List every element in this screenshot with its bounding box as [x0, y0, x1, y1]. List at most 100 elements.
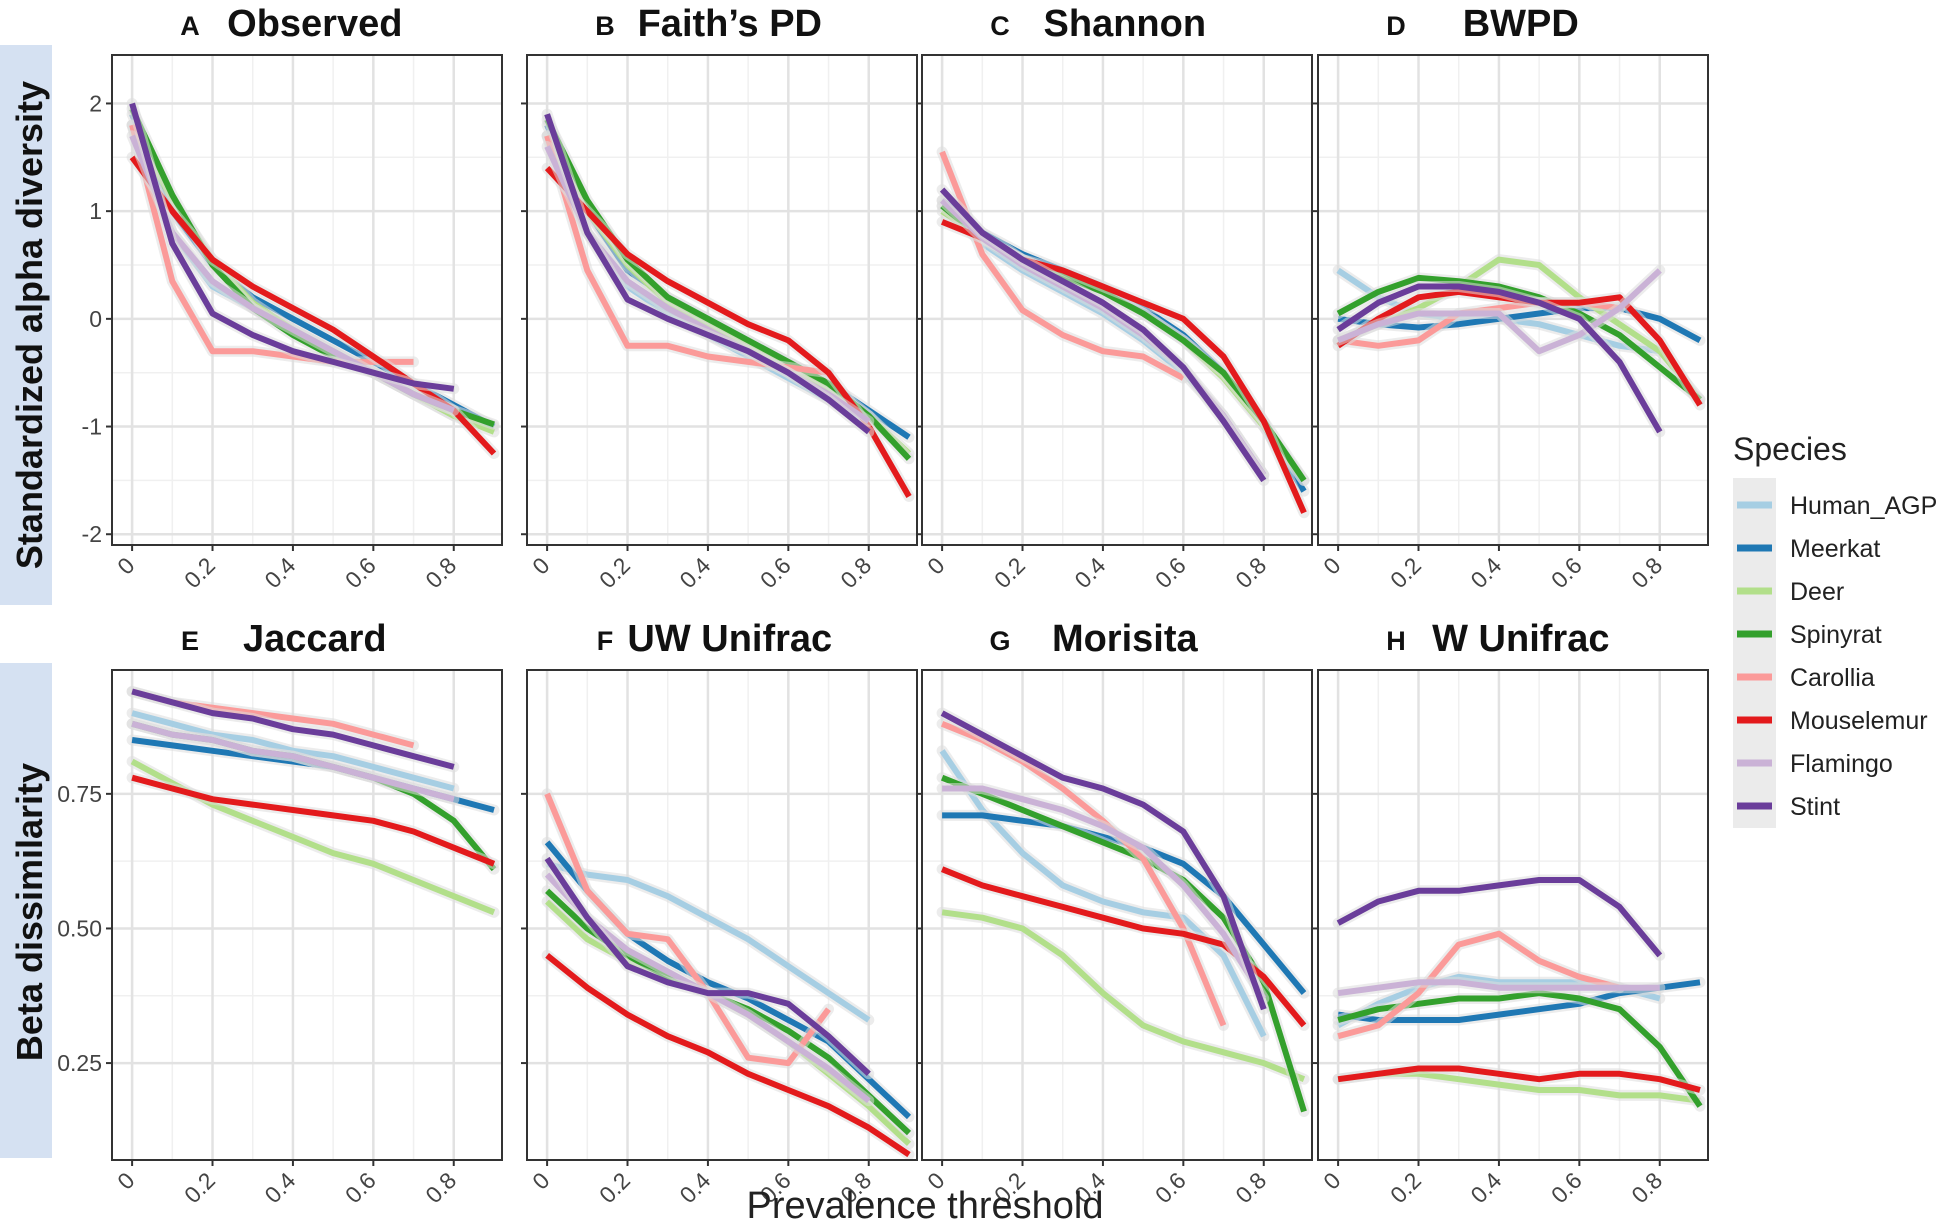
series-line-flamingo — [129, 134, 455, 414]
panel-border — [526, 54, 918, 546]
x-tick-label: 0 — [112, 552, 139, 579]
panel-d-bwpd: D BWPD 0 0.2 0.4 0.6 0.8 — [1312, 3, 1709, 593]
x-tick-label: 0.4 — [259, 1167, 300, 1208]
x-tick-label: 0.6 — [340, 1167, 381, 1208]
series-line-stint — [1336, 877, 1663, 958]
x-tick-label: 0.8 — [420, 1167, 461, 1208]
panel-border — [921, 54, 1313, 546]
x-tick-label: 0 — [1318, 1167, 1345, 1194]
panel-c-shannon: C Shannon 0 0.2 0.4 0.6 0.8 — [916, 3, 1313, 593]
x-axis-label: Prevalence threshold — [747, 1185, 1104, 1224]
row-label-band-alpha — [0, 45, 52, 605]
panel-title: Morisita — [1052, 618, 1199, 660]
x-tick-label: 0.8 — [420, 552, 461, 593]
y-tick-label: 2 — [89, 90, 102, 116]
row-label-beta: Beta dissimilarity — [9, 763, 50, 1061]
series-line-flamingo — [1337, 979, 1660, 997]
panel-b-faith-s-pd: B Faith’s PD 0 0.2 0.4 0.6 0.8 — [521, 3, 918, 593]
series-line-human-agp — [546, 860, 871, 1023]
panel-border — [526, 669, 918, 1161]
panel-border — [1317, 669, 1709, 1161]
panel-title: UW Unifrac — [627, 618, 832, 660]
series-line-stint — [131, 688, 455, 770]
x-tick-label: 0 — [922, 552, 949, 579]
x-tick-label: 0 — [527, 1167, 554, 1194]
y-tick-label: 1 — [89, 198, 102, 224]
row-label-alpha: Standardized alpha diversity — [9, 81, 50, 569]
x-tick-label: 0.4 — [674, 552, 715, 593]
y-tick-label: 0 — [89, 306, 102, 332]
x-tick-label: 0.2 — [594, 1167, 635, 1208]
legend: Species Human_AGP Meerkat Deer Spinyrat Caro… — [1733, 431, 1937, 828]
x-tick-label: 0.2 — [179, 1167, 220, 1208]
x-tick-label: 0.4 — [1465, 1167, 1506, 1208]
panel-e-jaccard: E Jaccard 0.75 0.50 0.25 0 0.2 0.4 0.6 0.8 — [57, 618, 503, 1208]
legend-label-meerkat: Meerkat — [1790, 535, 1880, 563]
panel-title: Shannon — [1044, 3, 1207, 45]
x-tick-label: 0.6 — [1546, 1167, 1587, 1208]
x-tick-label: 0.2 — [989, 552, 1030, 593]
series-line-carollia — [939, 150, 1185, 381]
legend-label-human-agp: Human_AGP — [1790, 492, 1937, 520]
x-tick-label: 0.4 — [1069, 552, 1110, 593]
series-line-stint — [544, 113, 871, 435]
panel-border — [111, 669, 503, 1161]
panel-a-observed: A Observed 2 1 0 -1 -2 0 0.2 0.4 0.6 0.8 — [82, 3, 503, 593]
series-line-stint — [129, 102, 455, 392]
series-line-mouselemur — [1337, 1065, 1701, 1093]
y-tick-label: 0.50 — [57, 915, 102, 941]
y-tick-label: 0.75 — [57, 781, 102, 807]
series-line-carollia — [1337, 930, 1621, 1040]
x-tick-label: 0.4 — [674, 1167, 715, 1208]
x-tick-label: 0.8 — [1626, 552, 1667, 593]
legend-label-carollia: Carollia — [1790, 664, 1875, 692]
panel-letter: G — [989, 626, 1010, 656]
x-tick-label: 0.2 — [594, 552, 635, 593]
series-line-flamingo — [1336, 268, 1662, 355]
series-line-stint — [1336, 283, 1663, 434]
x-tick-label: 0.6 — [1546, 552, 1587, 593]
y-tick-label: 0.25 — [57, 1050, 102, 1076]
series-line-flamingo — [131, 720, 455, 803]
x-tick-label: 0.2 — [1385, 1167, 1426, 1208]
y-tick-label: -1 — [82, 414, 102, 440]
x-tick-label: 0.8 — [1230, 1167, 1271, 1208]
series-line-flamingo — [942, 785, 1267, 1001]
plot-background — [527, 55, 917, 545]
series-line-stint — [940, 710, 1267, 1011]
x-tick-label: 0 — [112, 1167, 139, 1194]
panel-border — [1317, 54, 1709, 546]
x-tick-label: 0.6 — [755, 552, 796, 593]
legend-label-stint: Stint — [1790, 793, 1840, 821]
panel-title: Faith’s PD — [638, 3, 822, 45]
panel-letter: D — [1386, 11, 1406, 41]
legend-key-background — [1733, 478, 1776, 828]
panel-letter: C — [990, 11, 1010, 41]
legend-label-flamingo: Flamingo — [1790, 750, 1893, 778]
x-tick-label: 0.2 — [179, 552, 220, 593]
x-tick-label: 0.6 — [1150, 552, 1191, 593]
x-tick-label: 0.6 — [340, 552, 381, 593]
legend-label-spinyrat: Spinyrat — [1790, 621, 1882, 649]
panel-letter: B — [595, 11, 615, 41]
panel-title: BWPD — [1463, 3, 1579, 45]
x-tick-label: 0.4 — [1465, 552, 1506, 593]
series-line-carollia — [129, 124, 414, 365]
y-tick-label: -2 — [82, 521, 102, 547]
x-tick-label: 0.6 — [1150, 1167, 1191, 1208]
series-line-mouselemur — [131, 774, 496, 867]
panel-letter: H — [1386, 626, 1406, 656]
legend-label-mouselemur: Mouselemur — [1790, 707, 1928, 735]
series-line-stint — [939, 187, 1267, 483]
legend-title: Species — [1733, 431, 1847, 467]
panel-border — [111, 54, 503, 546]
x-tick-label: 0 — [527, 552, 554, 579]
panels: A Observed 2 1 0 -1 -2 0 0.2 0.4 0.6 0.8 B Faith’s PD… — [57, 3, 1709, 1208]
legend-label-deer: Deer — [1790, 578, 1844, 606]
row-label-band-beta — [0, 663, 52, 1158]
panel-border — [921, 669, 1313, 1161]
series-line-stint — [544, 856, 871, 1076]
panel-title: W Unifrac — [1432, 618, 1609, 660]
